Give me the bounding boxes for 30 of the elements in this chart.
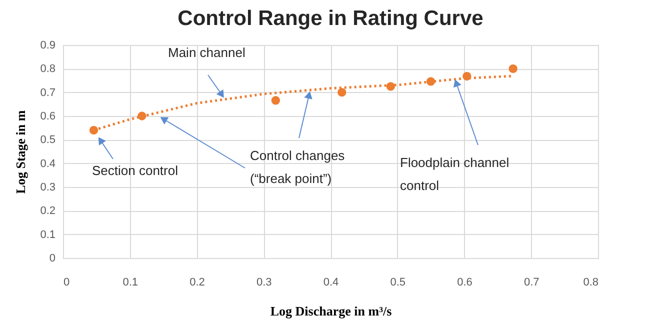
- x-tick-label: 0.1: [122, 276, 138, 288]
- point: [508, 64, 518, 73]
- x-tick-label: 0.4: [323, 276, 339, 288]
- point: [338, 88, 346, 97]
- annotation: Section control: [92, 163, 178, 178]
- y-tick-label: 0.6: [40, 110, 56, 122]
- y-tick-label: 0.9: [40, 40, 56, 52]
- x-tick-label: 0.7: [524, 276, 540, 288]
- x-tick-label: 0.2: [190, 276, 205, 288]
- y-tick-label: 0.3: [40, 182, 56, 194]
- x-axis-title: Log Discharge in m³/s: [270, 304, 392, 318]
- y-tick-label: 0.7: [40, 86, 56, 99]
- chart-title: Control Range in Rating Curve: [178, 7, 484, 30]
- y-axis-title: Log Stage in m: [13, 110, 28, 194]
- y-tick-label: 0.2: [40, 205, 56, 218]
- y-tick-label: 0: [49, 252, 56, 264]
- x-tick-label: 0.5: [390, 276, 406, 288]
- y-tick-label: 0.5: [40, 134, 56, 146]
- y-tick-label: 0.8: [40, 63, 56, 76]
- y-tick-label: 0.1: [40, 228, 56, 241]
- y-tick-label: 0.4: [40, 158, 56, 170]
- point: [271, 96, 280, 105]
- x-tick-label: 0.3: [256, 276, 272, 288]
- x-tick-label: 0.6: [457, 276, 472, 288]
- annotation: Floodplain channel control: [400, 155, 510, 193]
- annotation: Main channel: [168, 45, 246, 60]
- x-tick-label: 0.8: [583, 276, 598, 288]
- annotation: Control changes (“break point”): [250, 148, 346, 186]
- x-tick-label: 0: [64, 276, 70, 288]
- point: [89, 126, 98, 135]
